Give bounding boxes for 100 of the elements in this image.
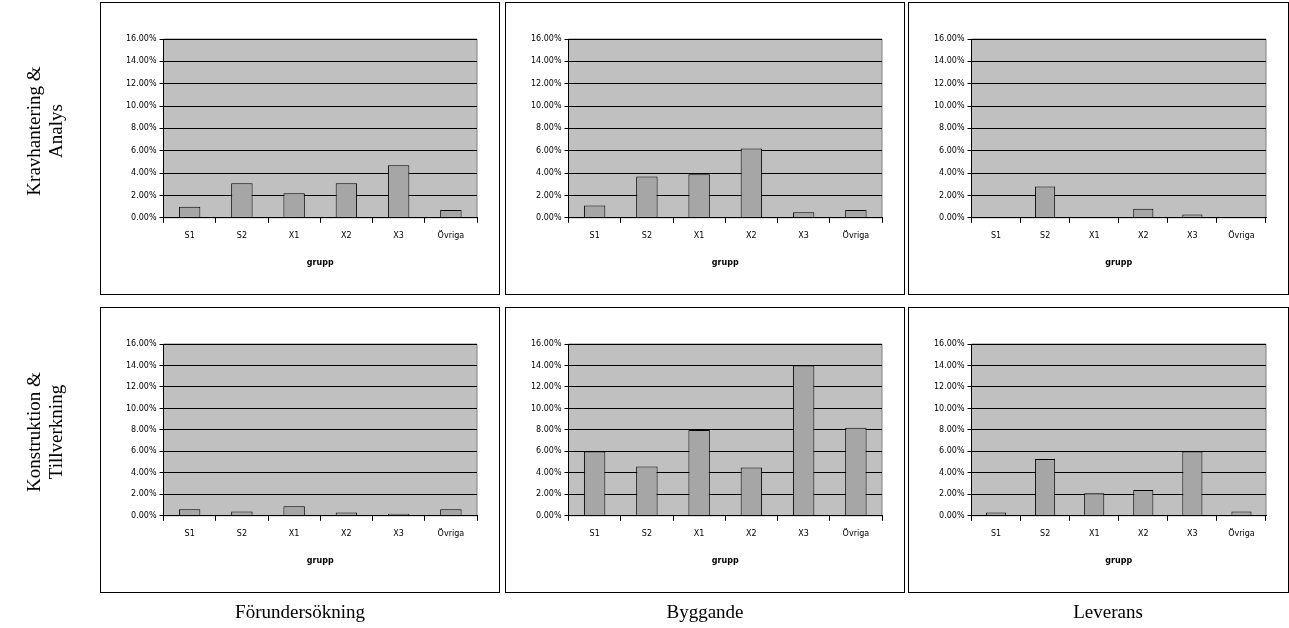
y-tick-label: 14.00%: [933, 56, 965, 66]
y-tick-label: 0.00%: [536, 212, 562, 222]
x-tick-label: S2: [1040, 528, 1051, 538]
y-tick-label: 0.00%: [536, 510, 562, 520]
y-tick-label: 0.00%: [131, 212, 157, 222]
y-tick-label: 6.00%: [939, 145, 965, 155]
y-tick-label: 6.00%: [536, 145, 562, 155]
text: Byggande: [666, 601, 744, 623]
y-tick-label: 8.00%: [131, 424, 157, 434]
y-tick-label: 0.00%: [939, 212, 965, 222]
y-tick-label: 2.00%: [131, 190, 157, 200]
x-tick-label: X2: [746, 528, 757, 538]
x-tick-label: S1: [990, 528, 1002, 538]
x-axis-title: grupp: [1105, 556, 1133, 566]
x-tick-label: X1: [1088, 528, 1100, 538]
y-tick-label: 10.00%: [933, 101, 965, 111]
y-tick-label: 2.00%: [939, 489, 965, 499]
y-tick-label: 16.00%: [530, 34, 562, 44]
x-tick-label: S2: [236, 528, 247, 538]
y-tick-label: 12.00%: [933, 382, 965, 392]
y-tick-label: 4.00%: [536, 168, 562, 178]
x-tick-label: X3: [393, 230, 404, 240]
x-tick-label: S1: [589, 230, 600, 240]
x-axis-title: grupp: [1105, 258, 1133, 268]
y-tick-label: 12.00%: [530, 78, 562, 88]
x-tick-label: X2: [1138, 230, 1149, 240]
x-tick-label: X1: [288, 528, 300, 538]
y-tick-label: 6.00%: [131, 446, 157, 456]
y-tick-label: 6.00%: [131, 145, 157, 155]
y-tick-label: 4.00%: [131, 467, 157, 477]
y-tick-label: 14.00%: [933, 360, 965, 370]
x-tick-label: S2: [1040, 230, 1051, 240]
x-tick-label: X2: [746, 230, 757, 240]
x-tick-label: Övriga: [842, 527, 870, 538]
x-tick-label: X1: [288, 230, 300, 240]
y-tick-label: 4.00%: [939, 467, 965, 477]
y-axis-title: Kravhantering & Analys: [23, 64, 67, 198]
x-tick-label: X1: [1088, 230, 1100, 240]
x-tick-label: X2: [341, 230, 352, 240]
y-tick-label: 4.00%: [939, 168, 965, 178]
x-axis-title: grupp: [711, 258, 739, 268]
y-tick-label: 14.00%: [125, 56, 157, 66]
y-tick-label: 6.00%: [939, 446, 965, 456]
y-tick-label: 16.00%: [933, 339, 965, 349]
y-tick-label: 14.00%: [530, 56, 562, 66]
y-tick-label: 2.00%: [939, 190, 965, 200]
text: Leverans: [1073, 601, 1143, 623]
x-axis-title: grupp: [306, 258, 334, 268]
x-tick-label: X3: [1187, 528, 1198, 538]
y-axis-title: Konstruktion & Tillverkning: [23, 371, 67, 494]
text: Förundersökning: [235, 601, 365, 623]
y-tick-label: 16.00%: [125, 34, 157, 44]
y-tick-label: 0.00%: [939, 510, 965, 520]
y-tick-label: 8.00%: [536, 123, 562, 133]
x-tick-label: Övriga: [842, 229, 870, 240]
x-tick-label: S1: [184, 528, 195, 538]
x-axis-title: grupp: [306, 556, 334, 566]
y-tick-label: 2.00%: [536, 489, 562, 499]
y-tick-label: 10.00%: [125, 101, 157, 111]
x-tick-label: S1: [589, 528, 600, 538]
y-tick-label: 4.00%: [536, 467, 562, 477]
y-tick-label: 8.00%: [939, 123, 965, 133]
y-tick-label: 6.00%: [536, 446, 562, 456]
y-tick-label: 12.00%: [933, 78, 965, 88]
x-tick-label: X1: [693, 528, 705, 538]
y-tick-label: 16.00%: [125, 339, 157, 349]
y-tick-label: 16.00%: [933, 34, 965, 44]
x-tick-label: Övriga: [1228, 527, 1255, 538]
y-tick-label: 8.00%: [131, 123, 157, 133]
y-tick-label: 2.00%: [536, 190, 562, 200]
x-axis-title: grupp: [711, 556, 739, 566]
x-tick-label: Övriga: [437, 229, 465, 240]
y-tick-label: 14.00%: [125, 360, 157, 370]
y-tick-label: 0.00%: [131, 510, 157, 520]
x-tick-label: X1: [693, 230, 705, 240]
y-tick-label: 10.00%: [530, 101, 562, 111]
y-tick-label: 12.00%: [530, 382, 562, 392]
x-tick-label: Övriga: [437, 527, 465, 538]
x-tick-label: Övriga: [1228, 229, 1255, 240]
x-tick-label: S1: [184, 230, 195, 240]
x-tick-label: X3: [1187, 230, 1198, 240]
x-tick-label: S2: [236, 230, 247, 240]
y-tick-label: 16.00%: [530, 339, 562, 349]
x-tick-label: X3: [393, 528, 404, 538]
y-tick-label: 8.00%: [939, 424, 965, 434]
x-tick-label: S2: [641, 528, 652, 538]
x-tick-label: S2: [641, 230, 652, 240]
y-tick-label: 8.00%: [536, 424, 562, 434]
y-tick-label: 10.00%: [933, 403, 965, 413]
x-tick-label: X3: [798, 528, 809, 538]
x-tick-label: S1: [990, 230, 1002, 240]
y-tick-label: 12.00%: [125, 78, 157, 88]
x-tick-label: X2: [1138, 528, 1149, 538]
x-tick-label: X3: [798, 230, 809, 240]
y-tick-label: 12.00%: [125, 382, 157, 392]
y-tick-label: 10.00%: [125, 403, 157, 413]
y-tick-label: 2.00%: [131, 489, 157, 499]
y-tick-label: 14.00%: [530, 360, 562, 370]
y-tick-label: 4.00%: [131, 168, 157, 178]
x-tick-label: X2: [341, 528, 352, 538]
